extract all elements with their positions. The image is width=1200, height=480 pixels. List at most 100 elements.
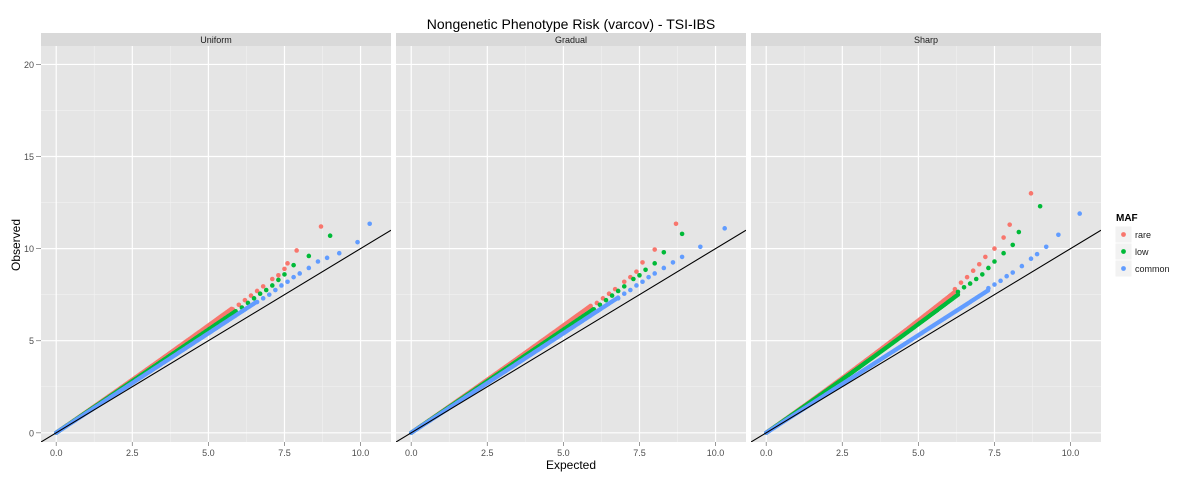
data-point-rare (294, 248, 299, 253)
data-point-common (367, 221, 372, 227)
data-point-common (315, 259, 321, 264)
x-tick-label: 0.0 (50, 448, 63, 458)
data-point-rare (640, 260, 645, 265)
x-tick-label: 5.0 (202, 448, 215, 458)
reference-line (751, 229, 1101, 442)
data-point-rare (992, 246, 997, 251)
data-point-common (679, 254, 685, 260)
data-point-common (722, 226, 727, 231)
data-point-rare (242, 297, 248, 303)
legend-title: MAF (1116, 213, 1138, 224)
data-point-common (986, 285, 991, 291)
data-point-rare (952, 286, 958, 292)
panel-plot-area (396, 46, 746, 442)
data-point-common (260, 296, 266, 301)
data-point-rare (1001, 235, 1006, 240)
data-point-low (637, 273, 642, 278)
data-point-rare (270, 276, 275, 282)
data-point-common (1043, 244, 1049, 250)
x-tick-label: 5.0 (557, 448, 570, 458)
legend-swatch-rare (1121, 232, 1126, 237)
data-point-low (282, 272, 287, 277)
data-point-common (1034, 251, 1040, 257)
legend-label-common: common (1135, 264, 1170, 274)
panel-uniform: Uniform (41, 33, 391, 442)
data-point-rare (964, 274, 970, 280)
data-point-low (992, 259, 997, 264)
x-tick-label: 7.5 (278, 448, 291, 458)
x-tick-label: 2.5 (481, 448, 494, 458)
data-point-rare (248, 293, 254, 298)
legend-label-low: low (1135, 247, 1149, 257)
data-point-rare (318, 224, 324, 229)
data-point-low (276, 277, 281, 283)
data-point-rare (976, 261, 982, 267)
x-axis-ticks: 0.0 2.5 5.0 7.5 10.0 0.0 2.5 5.0 7.5 10.0 0.0 2.5 5.… (50, 442, 1079, 458)
reference-line (41, 229, 391, 442)
data-point-common (1010, 270, 1016, 275)
facet-strip (396, 33, 746, 46)
data-point-common (646, 274, 651, 280)
data-point-low (1037, 203, 1043, 209)
data-point-common (615, 296, 621, 301)
x-tick-label: 2.5 (126, 448, 139, 458)
data-point-low (986, 265, 991, 271)
data-point-rare (254, 288, 260, 294)
data-point-common (634, 283, 639, 288)
y-axis-ticks: 0 5 10 15 20 (24, 60, 41, 438)
y-axis-label: Observed (9, 219, 23, 271)
y-tick-label: 20 (24, 60, 34, 70)
data-point-common (273, 287, 278, 293)
data-point-low (609, 293, 615, 298)
y-tick-label: 10 (24, 244, 34, 254)
facet-strip (41, 33, 391, 46)
data-point-common (355, 239, 360, 245)
data-point-low (603, 297, 609, 303)
data-point-common (1004, 273, 1009, 279)
y-tick-label: 15 (24, 152, 34, 162)
data-point-common (1056, 232, 1061, 238)
data-point-rare (983, 254, 988, 260)
data-point-common (640, 279, 645, 285)
reference-line (396, 229, 746, 442)
x-tick-label: 7.5 (988, 448, 1001, 458)
data-point-common (306, 265, 312, 271)
data-point-low (661, 249, 667, 255)
facet-strip-label: Uniform (200, 35, 232, 45)
data-point-low (631, 276, 636, 282)
y-tick-label: 5 (29, 336, 34, 346)
data-point-common (1077, 211, 1082, 216)
data-point-common (1028, 256, 1034, 262)
data-point-low (967, 281, 973, 286)
panel-sharp: Sharp (751, 33, 1101, 442)
legend-swatch-low (1121, 249, 1126, 254)
legend-swatch-common (1121, 266, 1126, 271)
data-point-low (973, 276, 979, 282)
data-point-low (621, 284, 627, 289)
data-point-rare (958, 280, 964, 285)
data-point-low (270, 283, 275, 288)
data-point-common (291, 274, 296, 280)
data-point-low (597, 302, 603, 308)
data-point-rare (236, 302, 242, 308)
facet-strip-label: Sharp (914, 35, 938, 45)
panel-gradual: Gradual (396, 33, 746, 442)
data-point-common (670, 260, 676, 265)
x-tick-label: 7.5 (633, 448, 646, 458)
facet-panels: Uniform Gradual Sharp (41, 33, 1101, 442)
data-point-common (998, 278, 1003, 284)
data-point-rare (285, 261, 290, 266)
data-point-common (628, 287, 633, 293)
data-point-common (279, 283, 284, 288)
data-point-common (698, 244, 703, 250)
data-point-rare (652, 247, 657, 252)
data-point-rare (282, 266, 287, 272)
data-point-low (980, 272, 985, 277)
chart-title: Nongenetic Phenotype Risk (varcov) - TSI… (427, 16, 715, 32)
data-point-low (251, 296, 257, 301)
data-point-low (245, 300, 251, 306)
data-point-common (992, 282, 997, 287)
data-point-low (1001, 250, 1006, 256)
data-point-rare (634, 269, 639, 274)
